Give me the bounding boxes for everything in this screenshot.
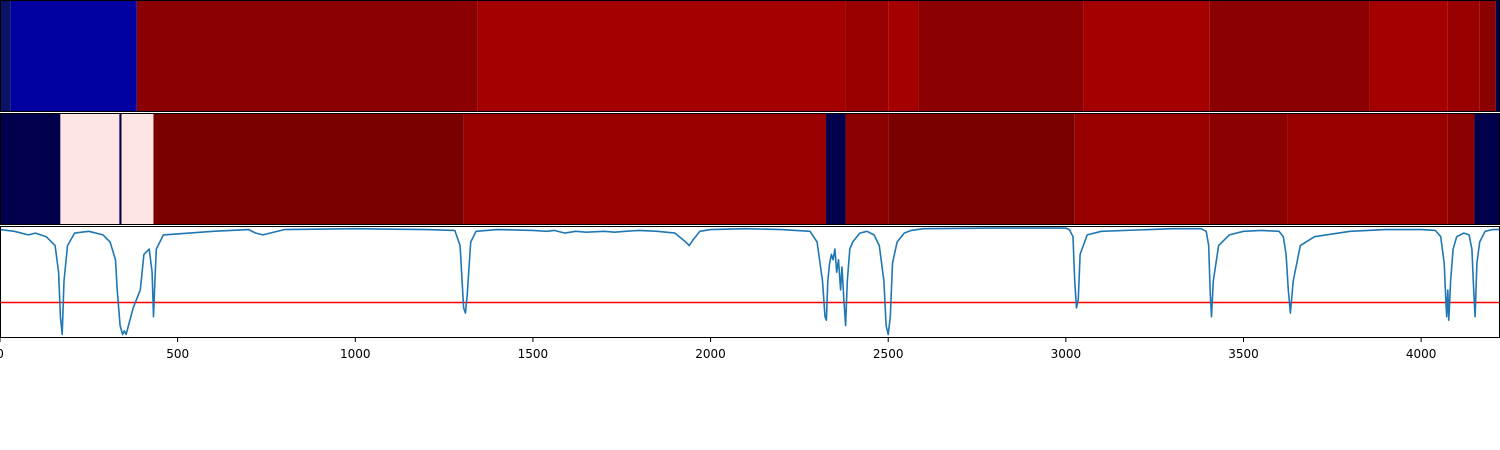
heatmap-segment <box>1447 113 1475 225</box>
heatmap-segment <box>477 0 846 112</box>
x-tick-label: 1500 <box>518 347 549 361</box>
heatmap-segment <box>1474 113 1500 225</box>
x-tick-label: 4000 <box>1406 347 1437 361</box>
heatmap-segment <box>1479 0 1496 112</box>
heatmap-segment <box>1495 0 1500 112</box>
panel-frame <box>0 226 1500 338</box>
heatmap-segment <box>463 113 827 225</box>
heatmap-segment <box>0 0 11 112</box>
line-plot-panel <box>0 226 1500 338</box>
heatmap-segment <box>888 0 919 112</box>
heatmap-segment <box>1287 113 1448 225</box>
heatmap-segment <box>845 0 889 112</box>
series-line <box>0 227 1500 336</box>
heatmap-segment <box>60 113 120 225</box>
heatmap-segment <box>0 113 61 225</box>
heatmap-segment <box>119 113 122 225</box>
x-tick-label: 0 <box>0 347 4 361</box>
heatmap-segment <box>153 113 464 225</box>
x-tick-label: 1000 <box>340 347 371 361</box>
heatmap-segment <box>1074 113 1210 225</box>
heatmap-segment <box>1209 113 1288 225</box>
x-tick-label: 500 <box>166 347 189 361</box>
x-axis: 0 500 1000 1500 2000 2500 3000 3500 4000 <box>0 338 1436 361</box>
x-tick-label: 3500 <box>1228 347 1259 361</box>
x-tick-label: 2500 <box>873 347 904 361</box>
heatmap-segment <box>10 0 137 112</box>
heatmap-segment <box>888 113 1075 225</box>
heatmap-segment <box>121 113 154 225</box>
heatmap-segment <box>1209 0 1370 112</box>
heatmap-segment <box>136 0 478 112</box>
x-tick-label: 3000 <box>1051 347 1082 361</box>
heatmap-panel-top <box>0 0 1500 112</box>
heatmap-segment <box>918 0 1084 112</box>
x-tick-label: 2000 <box>695 347 726 361</box>
heatmap-panel-middle <box>0 113 1500 225</box>
heatmap-segment <box>1369 0 1448 112</box>
heatmap-segment <box>826 113 846 225</box>
heatmap-segment <box>1447 0 1480 112</box>
heatmap-segment <box>845 113 889 225</box>
heatmap-segment <box>1083 0 1210 112</box>
